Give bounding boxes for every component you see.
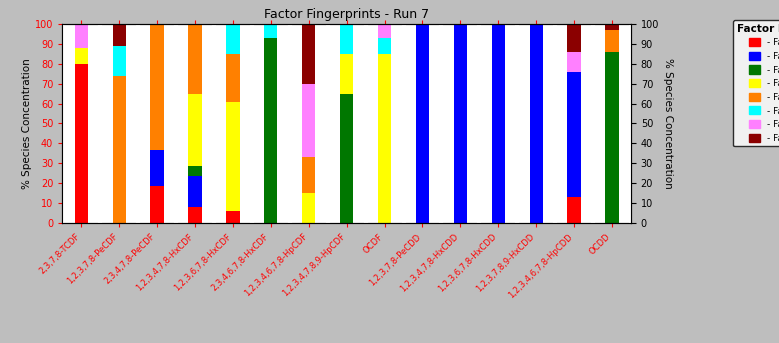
Bar	[150, 150, 164, 186]
Bar	[605, 52, 619, 223]
Bar	[226, 24, 240, 54]
Bar	[567, 52, 581, 72]
Bar	[378, 54, 391, 223]
Bar	[567, 24, 581, 52]
Bar	[75, 24, 88, 48]
Bar	[302, 24, 315, 84]
Bar	[378, 38, 391, 54]
Bar	[567, 197, 581, 223]
Legend: - Factor 1, - Factor 2, - Factor 3, - Factor 4, - Factor 5, - Factor 6, - Factor: - Factor 1, - Factor 2, - Factor 3, - Fa…	[733, 20, 779, 146]
Bar	[340, 24, 354, 54]
Y-axis label: % Species Concentration: % Species Concentration	[22, 58, 32, 189]
Bar	[75, 48, 88, 64]
Bar	[264, 38, 277, 223]
Bar	[416, 24, 429, 223]
Bar	[189, 176, 202, 206]
Bar	[189, 24, 202, 94]
Bar	[226, 211, 240, 223]
Bar	[605, 31, 619, 52]
Bar	[530, 24, 543, 223]
Y-axis label: % Species Concentration: % Species Concentration	[663, 58, 673, 189]
Bar	[112, 24, 126, 46]
Bar	[112, 76, 126, 223]
Bar	[340, 54, 354, 94]
Bar	[226, 102, 240, 211]
Title: Factor Fingerprints - Run 7: Factor Fingerprints - Run 7	[264, 9, 429, 22]
Bar	[302, 193, 315, 223]
Bar	[112, 46, 126, 76]
Bar	[302, 84, 315, 157]
Bar	[605, 24, 619, 31]
Bar	[150, 186, 164, 223]
Bar	[75, 64, 88, 223]
Bar	[340, 94, 354, 223]
Bar	[378, 24, 391, 38]
Bar	[453, 24, 467, 223]
Bar	[264, 24, 277, 38]
Bar	[189, 94, 202, 166]
Bar	[226, 54, 240, 102]
Bar	[492, 24, 505, 223]
Bar	[567, 72, 581, 197]
Bar	[189, 206, 202, 223]
Bar	[150, 24, 164, 150]
Bar	[302, 157, 315, 193]
Bar	[189, 166, 202, 176]
